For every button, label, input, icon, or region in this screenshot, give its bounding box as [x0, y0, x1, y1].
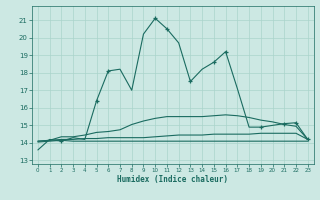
X-axis label: Humidex (Indice chaleur): Humidex (Indice chaleur) — [117, 175, 228, 184]
